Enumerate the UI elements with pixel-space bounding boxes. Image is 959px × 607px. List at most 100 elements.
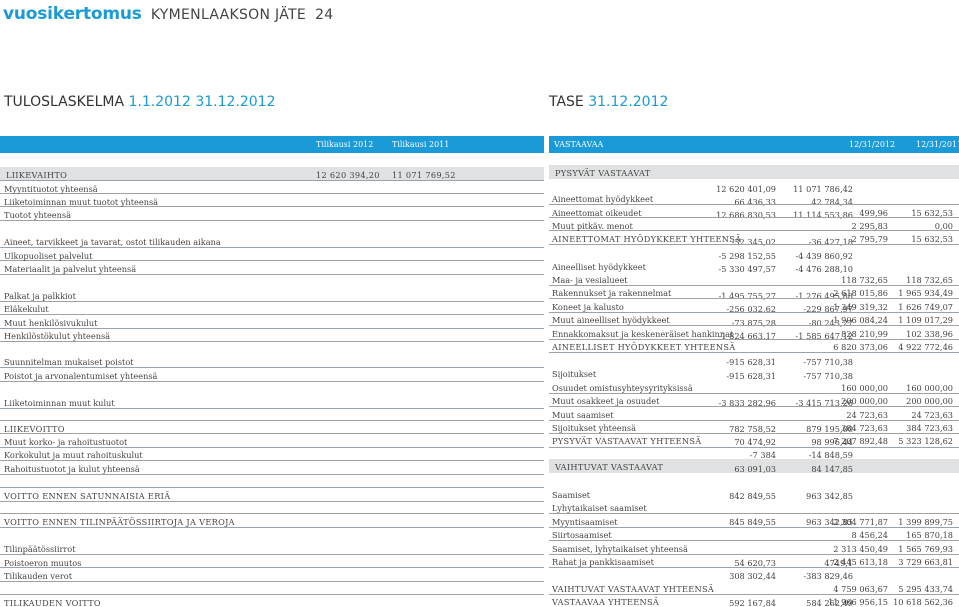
- income-statement-heading: TULOSLASKELMA 1.1.2012 31.12.2012: [4, 94, 275, 110]
- balance-sheet-row: Siirtosaamiset 8 456,24 165 870,18: [0, 530, 959, 543]
- section-title: LIIKEVAIHTO: [6, 170, 68, 180]
- brand-logo: vuosikertomus: [3, 4, 142, 24]
- row-value-current: 24 723,63: [846, 410, 888, 420]
- row-label: Muut aineelliset hyödykkeet: [552, 315, 670, 325]
- balance-sheet-row: VAIHTUVAT VASTAAVAT YHTEENSÄ 4 759 063,67…: [0, 584, 959, 597]
- income-statement-row: Tilikauden verot 308 302,44 -383 829,46: [0, 571, 959, 584]
- row-value-previous: -757 710,38: [803, 357, 853, 367]
- row-value-current: 118 732,65: [841, 275, 888, 285]
- column-header-2012: 12/31/2012: [849, 140, 896, 149]
- row-value-previous: 10 618 562,36: [893, 597, 953, 607]
- row-label: Koneet ja kalusto: [552, 302, 624, 312]
- row-value-current: 308 302,44: [729, 571, 776, 581]
- row-value-current: 2 618 015,86: [833, 288, 888, 298]
- row-value-previous: -1 585 647,12: [795, 331, 853, 341]
- row-label: PYSYVÄT VASTAAVAT YHTEENSÄ: [552, 436, 702, 446]
- row-divider: [0, 408, 544, 409]
- report-brand: vuosikertomus KYMENLAAKSON JÄTE 24: [3, 4, 334, 24]
- row-divider: [0, 474, 544, 475]
- income-statement-title: TULOSLASKELMA: [4, 94, 125, 110]
- row-label: Maa- ja vesialueet: [552, 275, 628, 285]
- row-value-previous: -383 829,46: [803, 571, 853, 581]
- row-value-previous: -14 848,59: [808, 450, 853, 460]
- row-label: Liiketoiminnan muut kulut: [4, 398, 115, 408]
- row-label: Tilinpäätössiirrot: [4, 544, 76, 554]
- row-value-current: 11 966 956,15: [828, 597, 888, 607]
- row-label: Osuudet omistusyhteysyrityksissä: [552, 383, 693, 393]
- row-value-current: 12 620 401,09: [716, 184, 776, 194]
- row-divider: [549, 325, 959, 326]
- brand-subtitle: KYMENLAAKSON JÄTE: [150, 7, 306, 23]
- row-label: Siirtosaamiset: [552, 530, 612, 540]
- balance-sheet-row: AINEETTOMAT HYÖDYKKEET YHTEENSÄ 2 795,79 1…: [0, 234, 959, 247]
- row-label: Aineettomat oikeudet: [552, 208, 642, 218]
- row-divider: [549, 527, 959, 528]
- row-value-current: 160 000,00: [841, 383, 888, 393]
- page-number: 24: [315, 7, 334, 23]
- income-statement-row: LIIKEVOITTO 782 758,52 879 195,00: [0, 424, 959, 437]
- row-divider: [549, 594, 959, 595]
- row-divider: [0, 381, 544, 382]
- income-statement-row: VOITTO ENNEN SATUNNAISIA ERIÄ 842 849,55 9…: [0, 491, 959, 504]
- row-label: Aineelliset hyödykkeet: [552, 262, 646, 272]
- row-label: LIIKEVOITTO: [4, 424, 65, 434]
- income-statement-row: Korkokulut ja muut rahoituskulut -7 384 -1…: [0, 450, 959, 463]
- row-value-current: 12 686 830,53: [716, 210, 776, 220]
- row-value-current: -5 298 152,55: [718, 251, 776, 261]
- balance-sheet-row: Koneet ja kalusto 1 349 319,32 1 626 749,0…: [0, 302, 959, 315]
- row-value-previous: 963 342,85: [806, 517, 853, 527]
- balance-sheet-row: Muut aineelliset hyödykkeet 1 906 084,24 1…: [0, 315, 959, 328]
- row-label: Henkilöstökulut yhteensä: [4, 331, 111, 341]
- row-divider: [0, 247, 544, 248]
- row-label: Muut korko- ja rahoitustuotot: [4, 437, 128, 447]
- row-divider: [549, 433, 959, 434]
- row-divider: [549, 554, 959, 555]
- row-value-previous: 3 729 663,81: [898, 557, 953, 567]
- row-value-current: -73 875,28: [731, 318, 776, 328]
- row-divider: [0, 567, 544, 568]
- income-statement-row: Muut korko- ja rahoitustuotot 70 474,92 98…: [0, 437, 959, 450]
- row-value-current: 7 207 892,48: [833, 436, 888, 446]
- row-value-current: -3 833 282,96: [718, 398, 776, 408]
- balance-sheet-row: Muut pitkäv. menot 2 295,83 0,00: [0, 221, 959, 234]
- row-divider: [0, 594, 544, 595]
- revenue-section-header: LIIKEVAIHTO 12 620 394,20 11 071 769,52: [0, 167, 544, 181]
- row-label: Muut osakkeet ja osuudet: [552, 396, 660, 406]
- row-divider: [549, 567, 959, 568]
- row-value-current: 8 456,24: [851, 530, 888, 540]
- row-value-current: 2 304 771,87: [833, 517, 888, 527]
- row-label: VOITTO ENNEN SATUNNAISIA ERIÄ: [4, 491, 171, 501]
- row-value-previous: 98 996,44: [811, 437, 853, 447]
- row-divider: [549, 298, 959, 299]
- balance-sheet-row: AINEELLISET HYÖDYKKEET YHTEENSÄ 6 820 373…: [0, 342, 959, 355]
- row-value-current: 6 820 373,06: [833, 342, 888, 352]
- row-divider: [549, 352, 959, 353]
- balance-sheet-row: Rakennukset ja rakennelmat 2 618 015,86 1 …: [0, 288, 959, 301]
- row-label: Rahoitustuotot ja kulut yhteensä: [4, 464, 140, 474]
- row-label: AINEELLISET HYÖDYKKEET YHTEENSÄ: [552, 342, 736, 352]
- row-divider: [0, 501, 544, 502]
- row-divider: [549, 204, 959, 205]
- row-value-previous: 4749,1: [824, 558, 853, 568]
- row-divider: [549, 540, 959, 541]
- balance-sheet-row: Osuudet omistusyhteysyrityksissä 160 000,…: [0, 383, 959, 396]
- row-divider: [549, 312, 959, 313]
- row-label: Palkat ja palkkiot: [4, 291, 76, 301]
- row-label: Poistoeron muutos: [4, 558, 82, 568]
- row-divider: [0, 193, 544, 194]
- row-value-previous: -3 415 713,26: [795, 398, 853, 408]
- section-title: PYSYVÄT VASTAAVAT: [555, 168, 651, 178]
- row-value-current: 4 759 063,67: [833, 584, 888, 594]
- row-label: Eläkekulut: [4, 304, 49, 314]
- row-divider: [0, 367, 544, 368]
- income-statement-row: VOITTO ENNEN TILINPÄÄTÖSSIIRTOJA JA VERO…: [0, 517, 959, 530]
- row-value-current: 782 758,52: [729, 424, 776, 434]
- balance-sheet-date: 31.12.2012: [588, 94, 669, 110]
- income-statement-row: Liiketoiminnan muut tuotot yhteensä 66 43…: [0, 197, 959, 210]
- row-divider: [0, 420, 544, 421]
- balance-sheet-row: Muut saamiset 24 723,63 24 723,63: [0, 410, 959, 423]
- column-header-2011: 12/31/2011: [916, 140, 959, 149]
- row-divider: [0, 180, 544, 181]
- row-value-current: 200 000,00: [841, 396, 888, 406]
- row-value-previous: 4 922 772,46: [898, 342, 953, 352]
